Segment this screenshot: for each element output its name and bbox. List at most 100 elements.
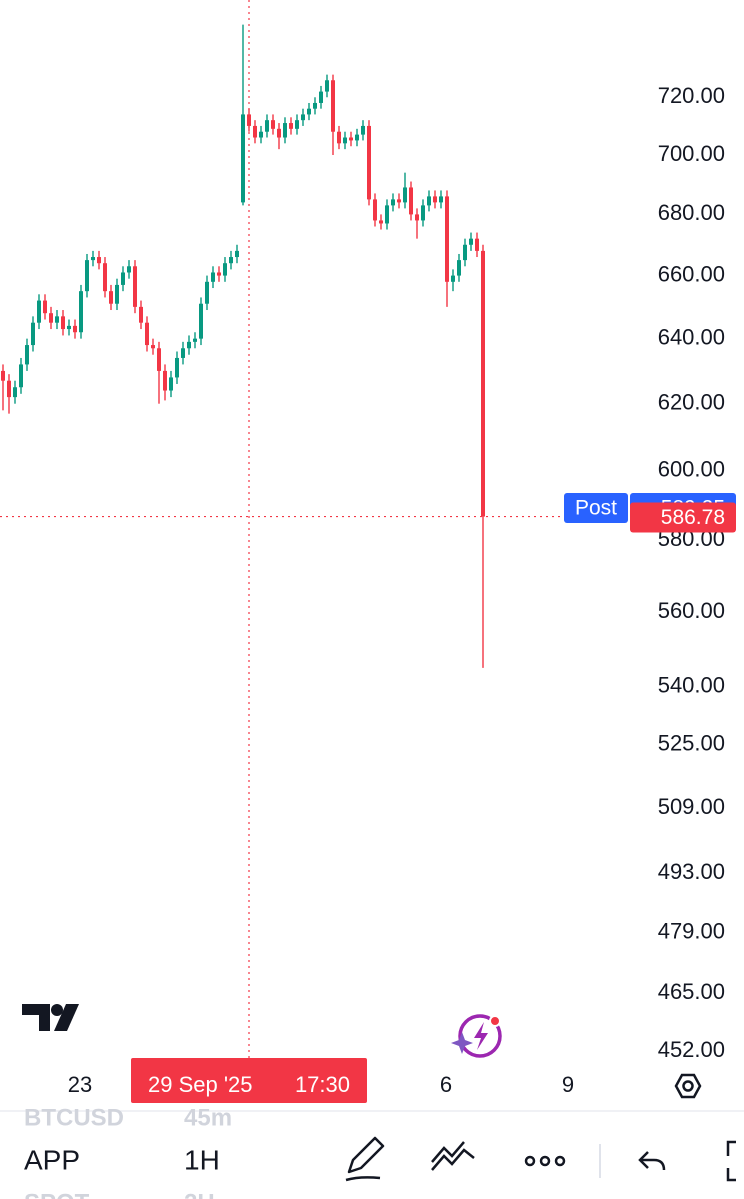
candle-body	[373, 199, 377, 221]
x-tick-label: 6	[440, 1072, 452, 1097]
ghost-interval: 45m	[184, 1104, 232, 1131]
candle-body	[241, 114, 245, 203]
candle-body	[349, 137, 353, 141]
crosshair-time: 17:30	[295, 1072, 350, 1097]
candle-body	[457, 260, 461, 276]
candle-body	[271, 120, 275, 129]
candle-body	[211, 272, 215, 282]
tv-logo	[22, 1004, 79, 1031]
candle-body	[139, 306, 143, 323]
candle-body	[343, 137, 347, 144]
candle-body	[337, 131, 341, 144]
candle-body	[181, 348, 185, 358]
candle-body	[205, 281, 209, 304]
settings-icon[interactable]	[674, 1073, 702, 1099]
crosshair-date: 29 Sep '25	[148, 1072, 253, 1097]
candle-body	[367, 125, 371, 200]
y-tick-label: 525.00	[658, 730, 725, 755]
y-tick-label: 465.00	[658, 979, 725, 1004]
candle-body	[253, 125, 257, 138]
candle-body	[229, 257, 233, 264]
more-button[interactable]	[524, 1155, 566, 1167]
candle-body	[397, 199, 401, 203]
candle-body	[463, 244, 467, 261]
candle-body	[445, 196, 449, 282]
candle-body	[265, 120, 269, 132]
candle-body	[307, 108, 311, 115]
interval-button[interactable]: 1H	[184, 1144, 220, 1175]
y-tick-label: 620.00	[658, 390, 725, 415]
candle-body	[175, 357, 179, 378]
y-tick-label: 680.00	[658, 200, 725, 225]
chart: 720.00 700.00 680.00 660.00 640.00 620.00 600.…	[0, 0, 736, 1103]
candle-body	[13, 387, 17, 398]
x-tick-label: 9	[562, 1072, 574, 1097]
post-tag-box	[564, 492, 628, 523]
crosshair-time-box	[131, 1058, 367, 1103]
draw-tool-button[interactable]	[345, 1136, 385, 1182]
candle-body	[109, 291, 113, 304]
candle-body	[133, 266, 137, 307]
candle-body	[151, 345, 155, 349]
candle-body	[91, 257, 95, 261]
candle-body	[331, 80, 335, 132]
ghost-symbol-below: SPOT	[24, 1189, 90, 1199]
candle-body	[85, 260, 89, 292]
assistant-icon[interactable]	[451, 1014, 502, 1058]
candle-body	[361, 125, 365, 135]
candle-body	[289, 123, 293, 129]
y-tick-label: 479.00	[658, 918, 725, 943]
candle-body	[121, 272, 125, 285]
undo-button[interactable]	[638, 1151, 666, 1171]
candle-body	[427, 196, 431, 206]
candle-body	[391, 199, 395, 206]
candle-body	[259, 131, 263, 138]
indicators-button[interactable]	[431, 1141, 475, 1171]
candle-body	[145, 322, 149, 346]
candle-body	[313, 102, 317, 109]
candle-body	[7, 380, 11, 398]
candle-body	[295, 120, 299, 129]
candle-body	[19, 364, 23, 388]
candle-body	[403, 187, 407, 203]
candle-body	[199, 303, 203, 339]
y-tick-label: 452.00	[658, 1037, 725, 1062]
candle-body	[277, 128, 281, 138]
candle-body	[475, 238, 479, 251]
candle-body	[385, 205, 389, 224]
candle-body	[49, 313, 53, 323]
candle-body	[61, 316, 65, 330]
candle-body	[379, 220, 383, 224]
y-tick-label: 540.00	[658, 673, 725, 698]
candle-body	[1, 370, 5, 381]
candle-body	[451, 275, 455, 282]
last-price-box	[630, 502, 736, 533]
candle-body	[301, 114, 305, 121]
candle-body	[157, 348, 161, 371]
y-tick-label: 560.00	[658, 598, 725, 623]
fullscreen-button[interactable]	[726, 1140, 736, 1182]
candle-body	[163, 370, 167, 391]
symbol-button[interactable]: APP	[24, 1144, 80, 1175]
candle-body	[67, 325, 71, 330]
candle-body	[169, 377, 173, 391]
candle-body	[223, 263, 227, 276]
candle-body	[43, 300, 47, 314]
candle-body	[325, 80, 329, 92]
candle-body	[73, 325, 77, 333]
candle-body	[433, 196, 437, 203]
candle-body	[409, 187, 413, 215]
ghost-symbol: BTCUSD	[24, 1104, 124, 1131]
candle-body	[235, 250, 239, 258]
candle-body	[97, 257, 101, 264]
candle-body	[55, 316, 59, 323]
y-tick-label: 720.00	[658, 83, 725, 108]
candle-body	[115, 284, 119, 304]
y-tick-label: 700.00	[658, 141, 725, 166]
candle-body	[79, 291, 83, 333]
candle-body	[421, 205, 425, 221]
candle-body	[415, 214, 419, 221]
candle-body	[283, 123, 287, 138]
